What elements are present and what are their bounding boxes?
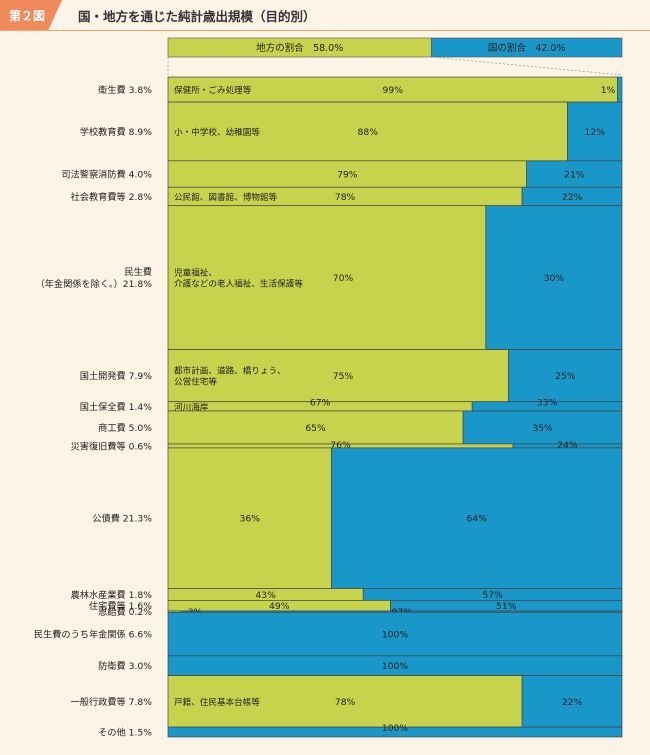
legend-local-label: 地方の割合 58.0% (256, 42, 343, 54)
segment-note: 公民館、図書館、博物館等 (174, 191, 278, 203)
segment-note: 小・中学校、幼稚園等 (174, 126, 260, 138)
header-divider (0, 30, 650, 31)
national-percent-label: 12% (585, 127, 606, 138)
national-bar (526, 160, 623, 188)
national-percent-label: 22% (562, 697, 583, 708)
national-bar (508, 349, 623, 403)
segment-note: 河川海岸 (174, 401, 209, 413)
local-bar (167, 675, 523, 728)
national-percent-label: 64% (467, 514, 488, 525)
legend-national-segment (431, 37, 623, 58)
local-percent-label: 99% (383, 85, 404, 96)
local-percent-label: 65% (305, 423, 326, 434)
national-percent-label: 100% (382, 661, 409, 672)
national-percent-label: 35% (532, 423, 553, 434)
local-percent-label: 49% (269, 601, 290, 612)
category-label: 社会教育費等 2.8% (71, 191, 153, 203)
national-bar (521, 675, 623, 728)
national-percent-label: 57% (482, 590, 503, 601)
local-bar (167, 447, 332, 589)
national-percent-label: 24% (557, 440, 578, 451)
category-label: 災害復旧費等 0.6% (71, 440, 153, 452)
category-label: 国土保全費 1.4% (80, 401, 152, 413)
national-bar (167, 726, 623, 738)
category-label: 農林水産業費 1.8% (71, 589, 153, 601)
category-label: その他 1.5% (98, 727, 152, 739)
national-bar (462, 410, 623, 445)
category-label: 民生費のうち年金関係 6.6% (34, 629, 152, 641)
local-bar (167, 76, 618, 103)
national-percent-label: 100% (382, 723, 409, 734)
local-bar (167, 101, 568, 162)
category-label: 恩給費 0.2% (98, 606, 152, 618)
national-percent-label: 30% (544, 273, 565, 284)
category-label: 住宅費等 1.6% (89, 600, 152, 612)
local-bar (167, 410, 464, 445)
local-percent-label: 79% (337, 170, 358, 181)
legend-national-label: 国の割合 42.0% (488, 42, 566, 54)
category-label: 国土開発費 7.9% (80, 370, 152, 382)
local-percent-label: 76% (330, 440, 351, 451)
figure-number-badge: 第２図 (0, 0, 62, 30)
segment-note: 都市計画、道路、橋りょう、 (174, 365, 286, 377)
national-bar (617, 76, 623, 103)
local-percent-label: 70% (333, 273, 354, 284)
local-percent-label: 78% (335, 192, 356, 203)
chart-title: 国・地方を通じた純計歳出規模（目的別） (78, 9, 316, 24)
category-label: 公債費 21.3% (92, 513, 152, 525)
national-percent-label: 1% (601, 85, 616, 96)
national-bar (331, 447, 623, 589)
category-label: 一般行政費等 7.8% (71, 696, 153, 708)
local-percent-label: 75% (333, 371, 354, 382)
segment-note: 介護などの老人福祉、生活保護等 (174, 278, 303, 290)
national-percent-label: 51% (496, 601, 517, 612)
national-bar (167, 611, 623, 657)
national-bar (567, 101, 623, 162)
national-percent-label: 33% (537, 398, 558, 409)
local-percent-label: 36% (240, 514, 261, 525)
category-label: 衛生費 3.8% (98, 84, 152, 96)
legend-connector-right (431, 56, 623, 76)
segment-note: 保健所・ごみ処理等 (174, 84, 252, 96)
segment-note: 戸籍、住民基本台帳等 (174, 696, 260, 708)
local-percent-label: 88% (358, 127, 379, 138)
national-percent-label: 21% (564, 170, 585, 181)
segment-note: 公営住宅等 (174, 376, 217, 388)
local-bar (167, 349, 509, 403)
local-percent-label: 67% (310, 398, 331, 409)
national-percent-label: 22% (562, 192, 583, 203)
national-bar (485, 205, 623, 350)
national-percent-label: 25% (555, 371, 576, 382)
national-percent-label: 100% (382, 630, 409, 641)
category-label: 学校教育費 8.9% (80, 126, 152, 138)
category-label: （年金関係を除く。）21.8% (36, 278, 153, 290)
category-label: 民生費 (124, 266, 152, 278)
category-label: 司法警察消防費 4.0% (61, 169, 152, 181)
category-label: 商工費 5.0% (98, 422, 152, 434)
category-label: 防衛費 3.0% (98, 660, 152, 672)
segment-note: 児童福祉、 (174, 267, 217, 279)
local-percent-label: 78% (335, 697, 356, 708)
local-percent-label: 43% (255, 590, 276, 601)
